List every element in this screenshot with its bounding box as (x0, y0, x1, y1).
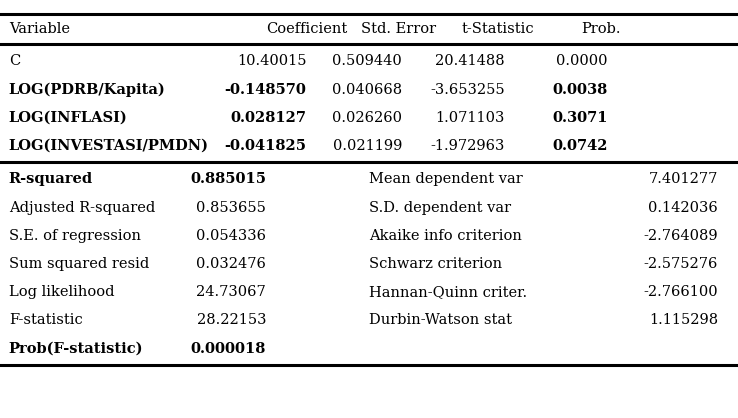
Text: LOG(INVESTASI/PMDN): LOG(INVESTASI/PMDN) (9, 139, 209, 153)
Text: 28.22153: 28.22153 (196, 314, 266, 327)
Text: S.E. of regression: S.E. of regression (9, 229, 141, 243)
Text: S.D. dependent var: S.D. dependent var (369, 201, 511, 214)
Text: Std. Error: Std. Error (361, 23, 436, 36)
Text: Sum squared resid: Sum squared resid (9, 257, 149, 271)
Text: 0.021199: 0.021199 (333, 139, 402, 153)
Text: Schwarz criterion: Schwarz criterion (369, 257, 502, 271)
Text: 0.0742: 0.0742 (553, 139, 608, 153)
Text: Prob.: Prob. (581, 23, 621, 36)
Text: 0.040668: 0.040668 (332, 82, 402, 97)
Text: 0.853655: 0.853655 (196, 201, 266, 214)
Text: 0.0000: 0.0000 (556, 54, 608, 68)
Text: -0.148570: -0.148570 (224, 82, 306, 97)
Text: Prob(F-statistic): Prob(F-statistic) (9, 342, 143, 356)
Text: Variable: Variable (9, 23, 70, 36)
Text: Hannan-Quinn criter.: Hannan-Quinn criter. (369, 285, 527, 299)
Text: 0.509440: 0.509440 (332, 54, 402, 68)
Text: F-statistic: F-statistic (9, 314, 83, 327)
Text: Akaike info criterion: Akaike info criterion (369, 229, 522, 243)
Text: 0.028127: 0.028127 (230, 111, 306, 125)
Text: Mean dependent var: Mean dependent var (369, 172, 523, 186)
Text: 0.0038: 0.0038 (553, 82, 608, 97)
Text: 0.032476: 0.032476 (196, 257, 266, 271)
Text: -2.764089: -2.764089 (644, 229, 718, 243)
Text: Log likelihood: Log likelihood (9, 285, 114, 299)
Text: -3.653255: -3.653255 (430, 82, 505, 97)
Text: 1.115298: 1.115298 (649, 314, 718, 327)
Text: -2.766100: -2.766100 (644, 285, 718, 299)
Text: R-squared: R-squared (9, 172, 93, 186)
Text: 10.40015: 10.40015 (237, 54, 306, 68)
Text: Coefficient: Coefficient (266, 23, 347, 36)
Text: Durbin-Watson stat: Durbin-Watson stat (369, 314, 512, 327)
Text: 20.41488: 20.41488 (435, 54, 505, 68)
Text: 0.000018: 0.000018 (190, 342, 266, 356)
Text: Adjusted R-squared: Adjusted R-squared (9, 201, 155, 214)
Text: 0.885015: 0.885015 (190, 172, 266, 186)
Text: 1.071103: 1.071103 (435, 111, 505, 125)
Text: -2.575276: -2.575276 (644, 257, 718, 271)
Text: 0.142036: 0.142036 (649, 201, 718, 214)
Text: 24.73067: 24.73067 (196, 285, 266, 299)
Text: C: C (9, 54, 20, 68)
Text: t-Statistic: t-Statistic (461, 23, 534, 36)
Text: 0.026260: 0.026260 (332, 111, 402, 125)
Text: 7.401277: 7.401277 (649, 172, 718, 186)
Text: LOG(INFLASI): LOG(INFLASI) (9, 111, 128, 125)
Text: LOG(PDRB/Kapita): LOG(PDRB/Kapita) (9, 82, 165, 97)
Text: -1.972963: -1.972963 (431, 139, 505, 153)
Text: 0.3071: 0.3071 (553, 111, 608, 125)
Text: 0.054336: 0.054336 (196, 229, 266, 243)
Text: -0.041825: -0.041825 (224, 139, 306, 153)
